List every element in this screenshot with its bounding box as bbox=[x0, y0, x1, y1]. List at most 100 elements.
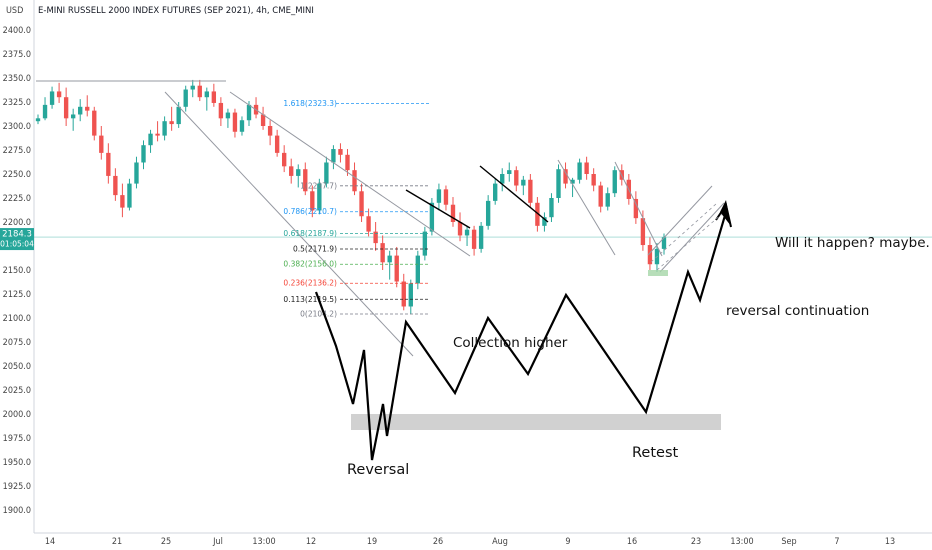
x-tick-label: 23 bbox=[691, 537, 701, 547]
retest-zone[interactable] bbox=[351, 414, 721, 430]
candle-body bbox=[296, 169, 301, 176]
fib-level-label: 0(2104.2) bbox=[300, 309, 337, 318]
trendlines[interactable] bbox=[36, 80, 725, 357]
x-tick-label: 21 bbox=[112, 537, 122, 547]
channel-lower-line[interactable] bbox=[164, 91, 414, 357]
annotation-reversal-continuation: reversal continuation bbox=[726, 303, 869, 319]
x-tick-label: 13:00 bbox=[252, 537, 275, 547]
candle-body bbox=[92, 110, 97, 136]
last-price-value: 2184.3 bbox=[2, 230, 32, 240]
y-tick-label: 2400.0 bbox=[3, 26, 31, 36]
candle-body bbox=[113, 175, 118, 196]
candle-body bbox=[471, 229, 477, 249]
x-tick-label: 9 bbox=[565, 537, 570, 547]
candle-body bbox=[338, 149, 343, 155]
candle-body bbox=[394, 255, 399, 282]
candle-body bbox=[521, 179, 526, 186]
candle-body bbox=[127, 183, 132, 208]
projected-path[interactable] bbox=[314, 211, 728, 461]
y-tick-label: 2150.0 bbox=[3, 266, 31, 276]
fib-level-label: 0.5(2171.9) bbox=[293, 244, 337, 253]
symbol-title: E-MINI RUSSELL 2000 INDEX FUTURES (SEP 2… bbox=[38, 6, 314, 16]
rising-channel-lower[interactable] bbox=[659, 202, 725, 273]
candle-body bbox=[661, 237, 667, 249]
x-tick-label: 19 bbox=[367, 537, 377, 547]
candle-body bbox=[633, 198, 639, 219]
candle-body bbox=[183, 89, 188, 107]
y-tick-label: 2375.0 bbox=[3, 50, 31, 60]
candle-body bbox=[457, 222, 463, 236]
y-tick-label: 2350.0 bbox=[3, 74, 31, 84]
rising-channel-upper[interactable] bbox=[647, 185, 713, 256]
x-tick-label: 26 bbox=[433, 537, 443, 547]
x-tick-label: 25 bbox=[161, 537, 171, 547]
annotation-will-it-happen: Will it happen? maybe. bbox=[775, 235, 930, 251]
candle-body bbox=[429, 202, 435, 232]
candle-body bbox=[605, 193, 610, 207]
candle-body bbox=[120, 195, 125, 208]
candle-body bbox=[612, 170, 617, 194]
candle-body bbox=[556, 169, 561, 198]
candle-body bbox=[85, 106, 90, 111]
annotation-reversal: Reversal bbox=[347, 462, 409, 478]
y-tick-label: 2225.0 bbox=[3, 194, 31, 204]
x-tick-label: 14 bbox=[45, 537, 55, 547]
black-trendlines[interactable] bbox=[405, 165, 549, 229]
candle-body bbox=[56, 91, 62, 98]
candle-body bbox=[70, 114, 76, 119]
black-trendline-2[interactable] bbox=[479, 165, 549, 223]
wedge-right-line[interactable] bbox=[614, 161, 663, 257]
x-tick-label: 7 bbox=[834, 537, 839, 547]
y-tick-label: 2275.0 bbox=[3, 146, 31, 156]
small-zone[interactable] bbox=[648, 270, 668, 276]
candle-body bbox=[640, 218, 646, 246]
candle-body bbox=[317, 183, 322, 211]
y-tick-label: 1950.0 bbox=[3, 458, 31, 468]
candle-body bbox=[500, 174, 505, 184]
x-tick-label: 13:00 bbox=[730, 537, 753, 547]
channel-upper-line[interactable] bbox=[229, 91, 471, 257]
x-tick-label: Sep bbox=[781, 537, 796, 547]
fib-level-label: 1(2237.7) bbox=[300, 181, 337, 190]
candle-body bbox=[422, 231, 428, 256]
candle-body bbox=[345, 154, 350, 171]
y-tick-label: 2025.0 bbox=[3, 386, 31, 396]
candle-body bbox=[535, 202, 540, 226]
fib-level-label: 0.236(2136.2) bbox=[283, 279, 337, 288]
x-tick-label: Aug bbox=[492, 537, 508, 547]
candle-body bbox=[169, 121, 174, 125]
candle-body bbox=[324, 162, 329, 184]
candle-body bbox=[162, 121, 167, 136]
time-axis[interactable]: 14 21 25 Jul 13:00 12 19 26 Aug 9 16 23 13:00 Sep 7 13 bbox=[45, 537, 895, 547]
candle-body bbox=[387, 255, 392, 263]
candle-body bbox=[591, 174, 596, 186]
candle-body bbox=[148, 133, 153, 146]
candle-body bbox=[359, 191, 364, 217]
x-tick-label: 12 bbox=[306, 537, 316, 547]
y-tick-label: 2050.0 bbox=[3, 362, 31, 372]
candle-body bbox=[450, 204, 456, 222]
y-tick-label: 2325.0 bbox=[3, 98, 31, 108]
y-tick-label: 1900.0 bbox=[3, 506, 31, 516]
candle-body bbox=[478, 225, 484, 249]
fib-retracement[interactable]: 1.618(2323.3) 1(2237.7) 0.786(2210.7) 0.618… bbox=[283, 99, 430, 318]
candle-body bbox=[366, 216, 371, 232]
candle-body bbox=[155, 133, 160, 136]
candle-body bbox=[204, 91, 209, 98]
candle-body bbox=[134, 162, 139, 184]
candle-body bbox=[274, 135, 280, 153]
price-axis[interactable]: 2400.0 2375.0 2350.0 2325.0 2300.0 2275.0 2250… bbox=[3, 26, 31, 516]
wedge-upper-line[interactable] bbox=[557, 159, 616, 256]
black-trendline-1[interactable] bbox=[405, 189, 471, 229]
candle-body bbox=[106, 152, 111, 176]
candle-body bbox=[211, 91, 217, 103]
candle-body bbox=[549, 198, 554, 218]
fib-level-label: 0.786(2210.7) bbox=[283, 207, 337, 216]
candle-body bbox=[281, 152, 287, 167]
candle-body bbox=[485, 200, 491, 226]
candle-body bbox=[310, 191, 315, 211]
x-tick-label: 16 bbox=[627, 537, 637, 547]
candle-body bbox=[49, 91, 55, 105]
y-tick-label: 2200.0 bbox=[3, 218, 31, 228]
